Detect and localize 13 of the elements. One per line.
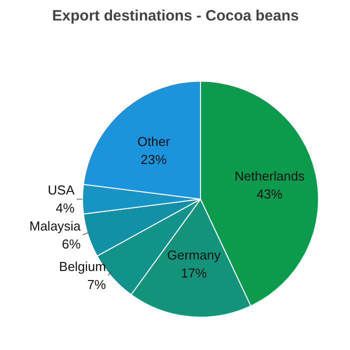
slice-label: Netherlands <box>234 168 306 184</box>
chart-title: Export destinations - Cocoa beans <box>52 8 299 24</box>
data-label: 17% <box>180 265 208 280</box>
data-label: 4% <box>56 200 75 216</box>
data-label: 6% <box>62 236 82 252</box>
data-label: 43% <box>256 186 284 202</box>
slice-label: Belgium <box>59 259 106 274</box>
slice-label: Germany <box>167 247 222 262</box>
slice-label: Other <box>137 134 171 149</box>
slice-label: USA <box>48 182 75 198</box>
data-label: 7% <box>87 277 106 292</box>
data-label: 23% <box>140 152 168 167</box>
slice-label: Malaysia <box>29 218 82 234</box>
